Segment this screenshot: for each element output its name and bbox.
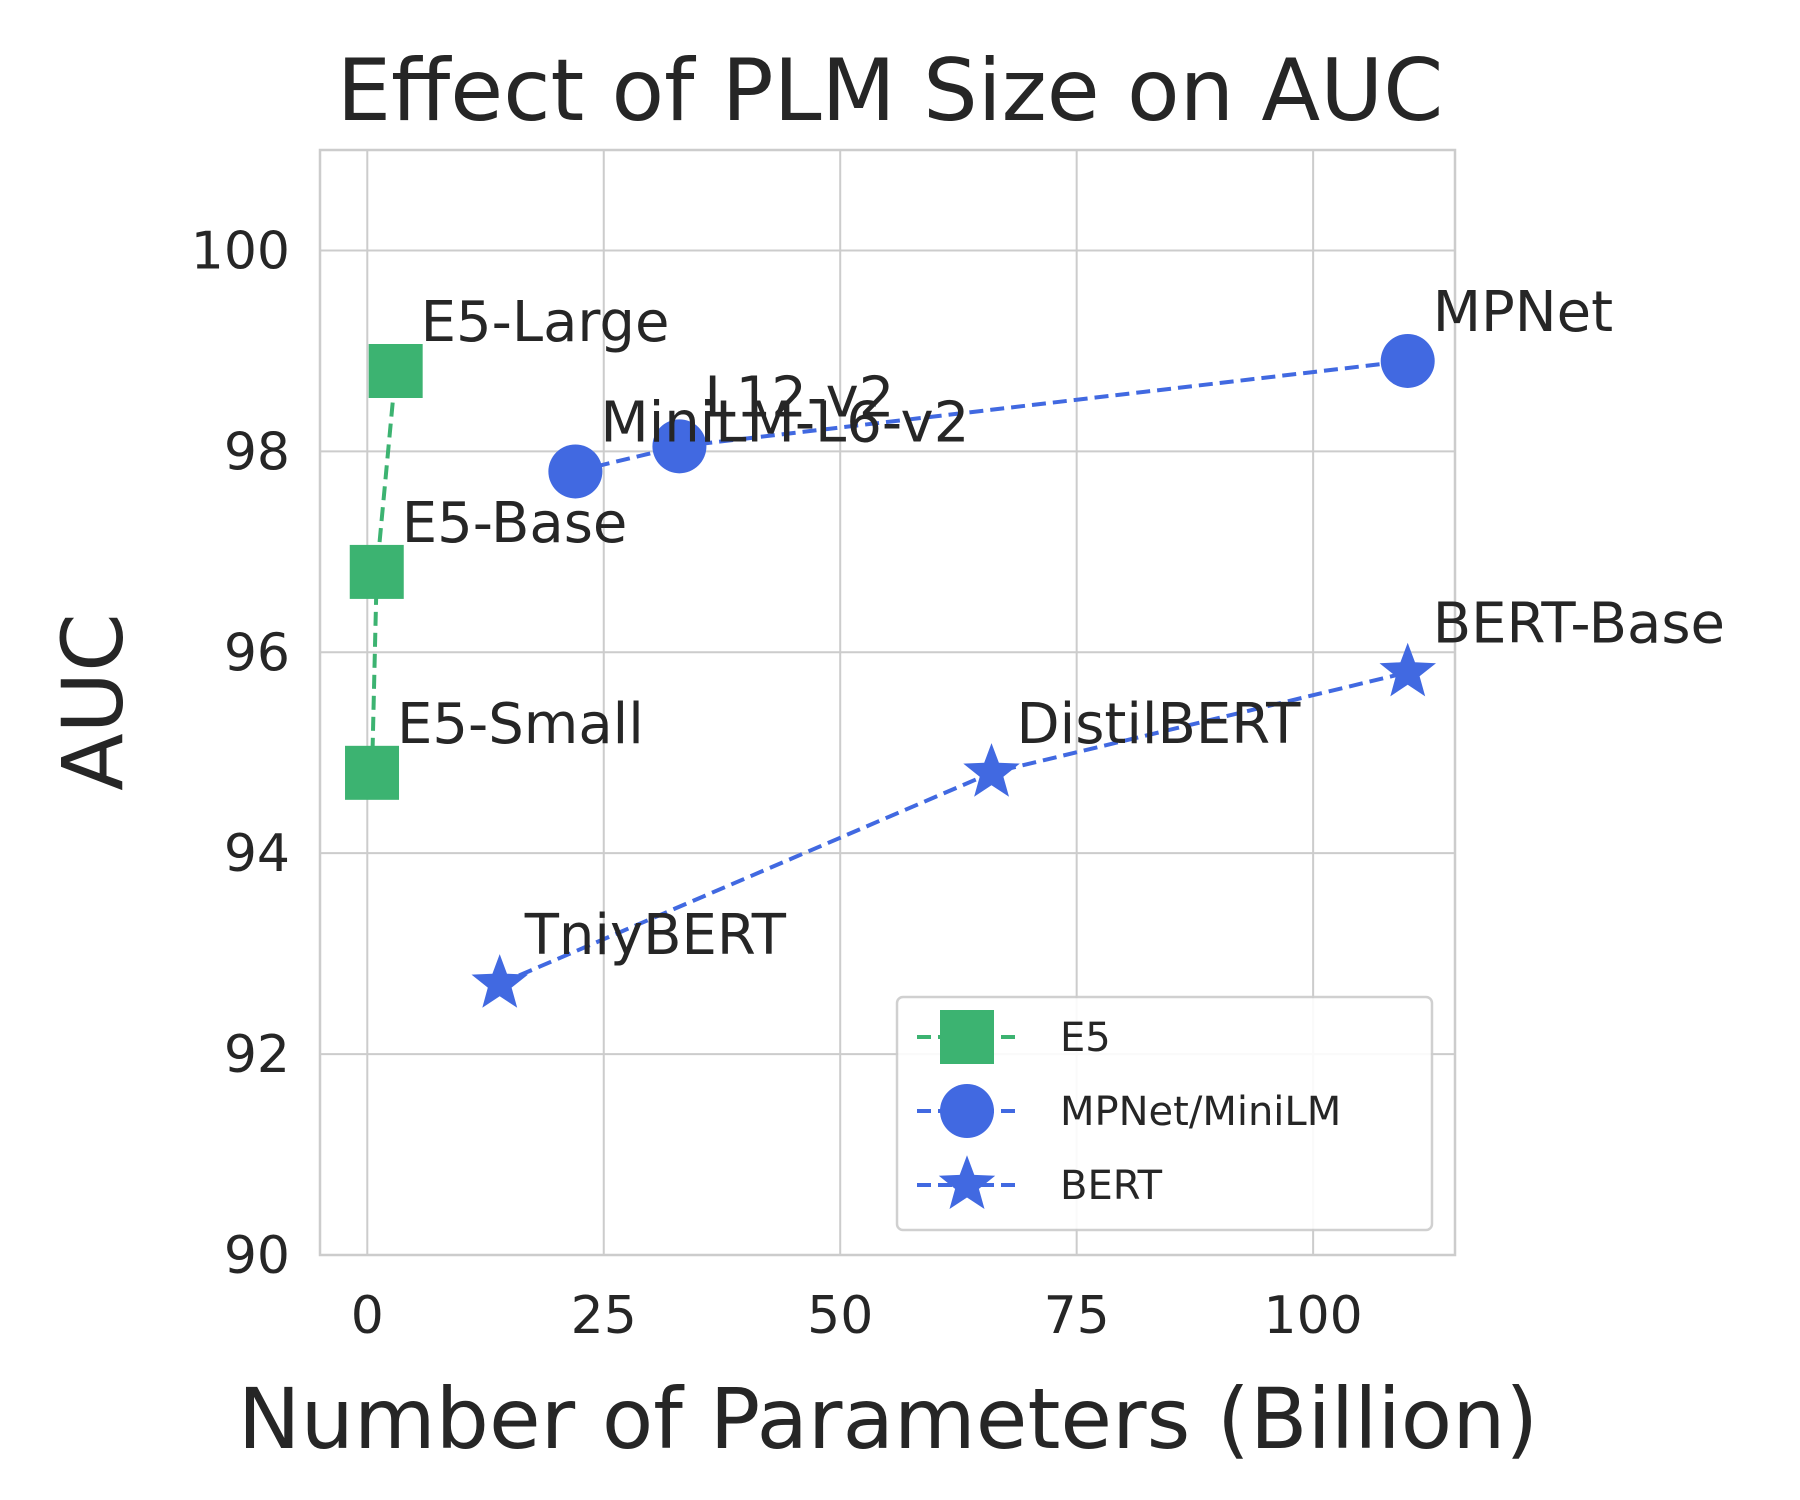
data-point-minilm-l6-v2 xyxy=(548,444,603,499)
point-label-bert-base: BERT-Base xyxy=(1433,591,1725,656)
data-point-distilbert xyxy=(963,743,1020,797)
x-tick-label: 100 xyxy=(1263,1286,1362,1346)
data-point-bert-base xyxy=(1379,642,1436,697)
point-labels: E5-Small E5-Base E5-Large MiniLM-L6-v2L12-v… xyxy=(397,280,1725,968)
point-label-e5-large: E5-Large xyxy=(421,290,670,355)
point-label-e5-base: E5-Base xyxy=(402,491,628,556)
y-axis-title: AUC xyxy=(44,613,142,791)
data-point-e5-base xyxy=(349,544,404,599)
legend-label-mpnet-minilm: MPNet/MiniLM xyxy=(1060,1089,1341,1135)
series-e5 xyxy=(345,344,423,800)
y-tick-labels: 90 92 94 96 98 100 xyxy=(191,221,290,1286)
data-point-mpnet xyxy=(1380,333,1435,388)
legend-marker-mpnet-minilm xyxy=(940,1084,994,1138)
data-point-e5-large xyxy=(368,344,423,398)
point-label-l12-v2: L12-v2 xyxy=(704,365,894,430)
point-label-mpnet: MPNet xyxy=(1433,280,1613,345)
series-bert xyxy=(471,642,1436,1008)
data-point-l12-v2 xyxy=(652,419,707,474)
data-point-e5-small xyxy=(345,745,400,800)
legend-label-bert: BERT xyxy=(1060,1163,1163,1209)
legend-box xyxy=(895,995,1434,1232)
point-label-minilm-l6-v2: MiniLM-L6-v2 xyxy=(600,390,969,455)
point-label-distilbert: DistilBERT xyxy=(1017,692,1302,757)
legend-label-e5: E5 xyxy=(1060,1015,1111,1061)
y-tick-label: 98 xyxy=(224,422,290,482)
x-tick-label: 50 xyxy=(807,1286,873,1346)
x-tick-label: 25 xyxy=(571,1286,637,1346)
x-tick-labels: 0 25 50 75 100 xyxy=(351,1286,1363,1346)
legend: E5 MPNet/MiniLM BERT xyxy=(895,995,1434,1232)
legend-marker-e5 xyxy=(940,1010,994,1064)
point-label-e5-small: E5-Small xyxy=(397,692,644,757)
chart-title: Effect of PLM Size on AUC xyxy=(337,41,1444,141)
data-series xyxy=(345,333,1436,1008)
x-tick-label: 0 xyxy=(351,1286,384,1346)
y-tick-label: 94 xyxy=(224,824,290,884)
y-tick-label: 100 xyxy=(191,221,290,281)
y-tick-label: 92 xyxy=(224,1025,290,1085)
data-point-tniybert xyxy=(471,954,528,1008)
grid-lines xyxy=(320,150,1455,1256)
y-tick-label: 90 xyxy=(224,1226,290,1286)
series-mpnet-minilm xyxy=(548,333,1435,499)
x-tick-label: 75 xyxy=(1044,1286,1110,1346)
point-label-tniybert: TniyBERT xyxy=(524,903,787,968)
x-axis-title: Number of Parameters (Billion) xyxy=(238,1370,1538,1468)
y-tick-label: 96 xyxy=(224,623,290,683)
legend-marker-bert xyxy=(938,1155,996,1209)
